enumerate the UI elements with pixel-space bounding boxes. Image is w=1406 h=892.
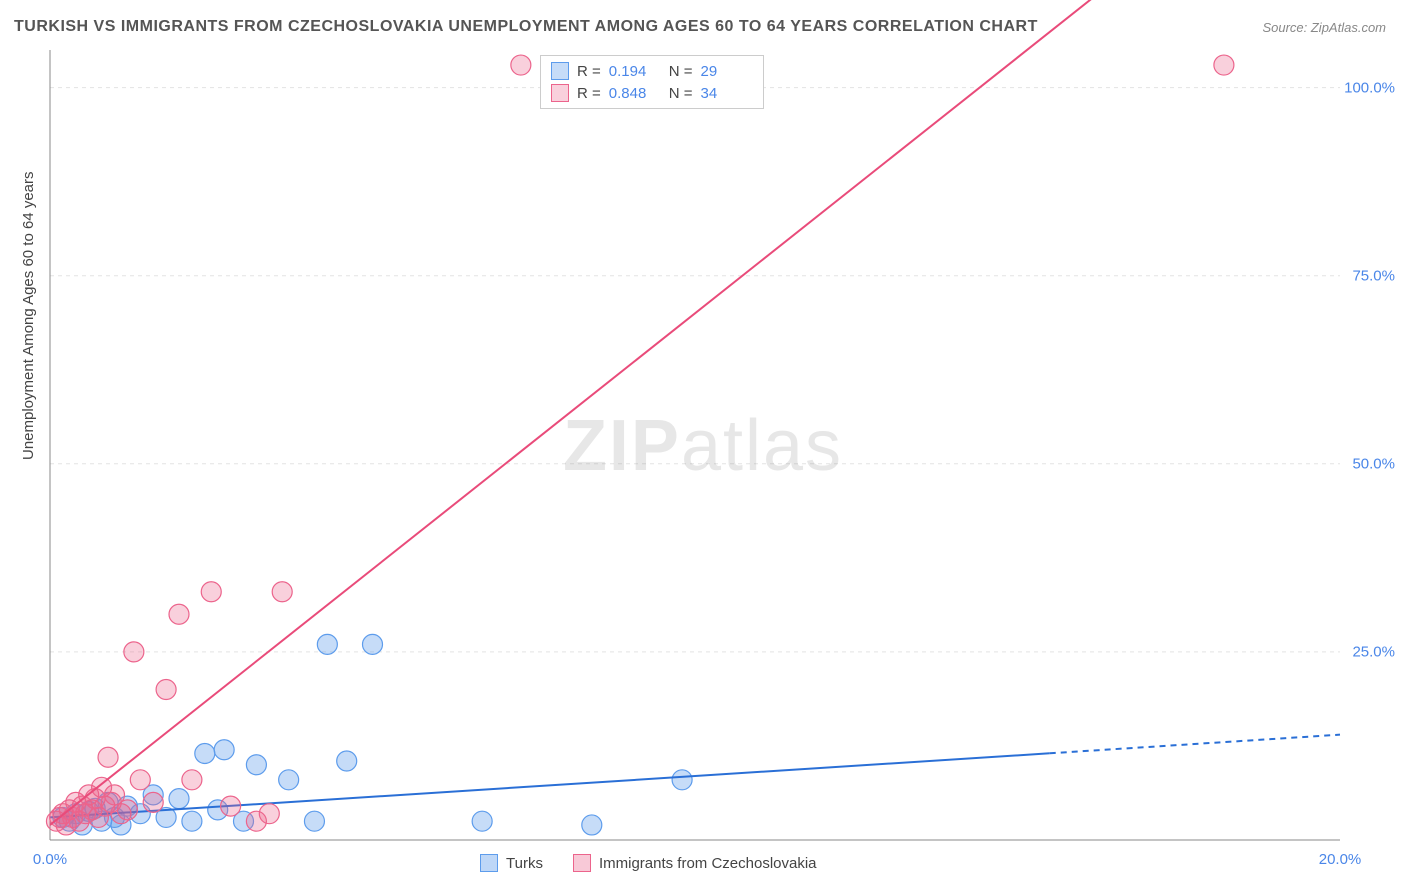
legend-item: Immigrants from Czechoslovakia bbox=[573, 854, 817, 872]
legend-row: R =0.194N =29 bbox=[551, 60, 753, 82]
y-tick-label: 50.0% bbox=[1352, 455, 1395, 472]
correlation-legend: R =0.194N =29R =0.848N =34 bbox=[540, 55, 764, 109]
legend-row: R =0.848N =34 bbox=[551, 82, 753, 104]
source-attribution: Source: ZipAtlas.com bbox=[1262, 20, 1386, 35]
y-tick-label: 100.0% bbox=[1344, 79, 1395, 96]
r-value: 0.848 bbox=[609, 85, 661, 102]
y-tick-label: 25.0% bbox=[1352, 643, 1395, 660]
n-value: 34 bbox=[701, 85, 753, 102]
x-tick-label: 0.0% bbox=[33, 851, 67, 868]
chart-container: TURKISH VS IMMIGRANTS FROM CZECHOSLOVAKI… bbox=[0, 0, 1406, 892]
legend-swatch bbox=[480, 854, 498, 872]
legend-swatch bbox=[573, 854, 591, 872]
y-tick-label: 75.0% bbox=[1352, 267, 1395, 284]
legend-swatch bbox=[551, 84, 569, 102]
x-tick-label: 20.0% bbox=[1319, 851, 1362, 868]
series-legend: Turks Immigrants from Czechoslovakia bbox=[480, 854, 817, 872]
legend-label: Turks bbox=[506, 855, 543, 872]
n-value: 29 bbox=[701, 63, 753, 80]
legend-swatch bbox=[551, 62, 569, 80]
plot-area: 25.0%50.0%75.0%100.0%0.0%20.0% bbox=[50, 50, 1340, 840]
r-value: 0.194 bbox=[609, 63, 661, 80]
y-axis-label: Unemployment Among Ages 60 to 64 years bbox=[20, 171, 37, 460]
scatter-plot bbox=[50, 50, 1340, 840]
chart-title: TURKISH VS IMMIGRANTS FROM CZECHOSLOVAKI… bbox=[14, 18, 1038, 36]
legend-item: Turks bbox=[480, 854, 543, 872]
legend-label: Immigrants from Czechoslovakia bbox=[599, 855, 817, 872]
